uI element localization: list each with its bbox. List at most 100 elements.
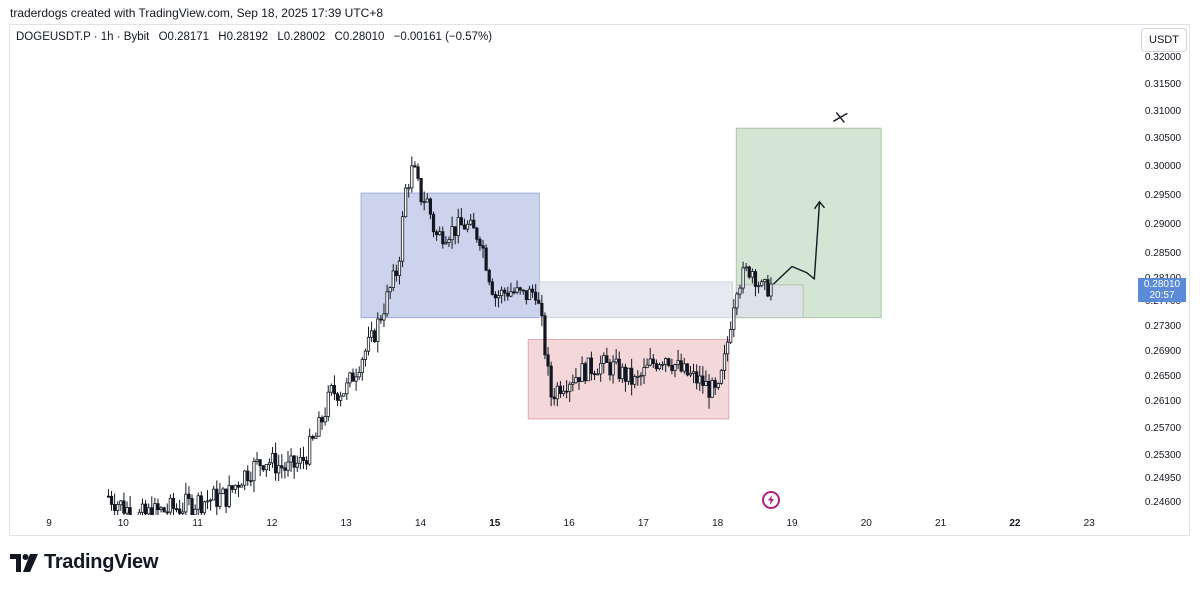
- candle-body: [676, 360, 680, 366]
- candle-body: [611, 361, 615, 376]
- candle-body: [472, 219, 476, 229]
- candle-body: [190, 498, 194, 515]
- candle-body: [382, 313, 386, 321]
- candle-body: [595, 373, 600, 376]
- projection-path: [772, 201, 821, 285]
- open-value: O0.28171: [158, 31, 210, 43]
- candle-body: [626, 367, 631, 382]
- candle-body: [577, 377, 581, 382]
- y-tick-label: 0.24950: [1144, 473, 1182, 484]
- candle-body: [329, 385, 333, 393]
- candle-body: [574, 377, 578, 384]
- candle-body: [738, 287, 742, 295]
- candle-body: [534, 291, 538, 301]
- price-chart[interactable]: [10, 25, 1136, 515]
- candle-body: [137, 511, 141, 515]
- candle-body: [369, 330, 374, 338]
- bar-countdown: 20:57: [1149, 290, 1175, 301]
- candle-body: [660, 363, 665, 366]
- candle-body: [651, 358, 655, 365]
- currency-button[interactable]: USDT: [1141, 28, 1187, 52]
- candle-body: [277, 465, 281, 474]
- candle-body: [301, 456, 306, 461]
- x-tick-label: 15: [489, 518, 501, 529]
- candle-body: [713, 380, 717, 388]
- candle-body: [769, 283, 773, 297]
- candle-body: [147, 507, 151, 515]
- y-tick-label: 0.28500: [1144, 248, 1182, 259]
- x-tick-label: 18: [712, 518, 724, 529]
- last-price-value: 0.28010: [1143, 279, 1181, 290]
- low-value: L0.28002: [277, 31, 326, 43]
- candle-body: [317, 417, 321, 437]
- candle-body: [212, 488, 216, 501]
- candle-body: [565, 390, 569, 393]
- candle-body: [459, 217, 463, 226]
- candle-body: [639, 375, 643, 378]
- candle-body: [530, 288, 535, 293]
- candle-body: [447, 239, 451, 243]
- candle-body: [419, 178, 423, 203]
- tradingview-logo-icon: [10, 553, 38, 572]
- candle-body: [205, 500, 210, 503]
- y-tick-label: 0.30500: [1144, 133, 1182, 144]
- candle-body: [140, 503, 145, 513]
- candle-body: [407, 187, 411, 190]
- candle-body: [376, 318, 380, 343]
- candle-body: [143, 503, 148, 515]
- candle-body: [636, 376, 640, 378]
- candle-body: [503, 289, 507, 294]
- candle-body: [224, 488, 228, 507]
- close-value: C0.28010: [334, 31, 385, 43]
- candle-body: [469, 219, 473, 225]
- candle-body: [589, 357, 593, 375]
- candle-body: [292, 455, 296, 468]
- candle-body: [431, 213, 436, 233]
- candle-body: [515, 287, 519, 293]
- lightning-icon[interactable]: [762, 491, 780, 509]
- y-tick-label: 0.26100: [1144, 396, 1182, 407]
- candle-body: [357, 372, 361, 378]
- candle-body: [608, 362, 612, 376]
- candle-body: [236, 484, 241, 488]
- x-tick-label: 21: [935, 518, 947, 529]
- candle-body: [716, 383, 720, 388]
- candle-body: [363, 350, 367, 360]
- x-tick-label: 12: [266, 518, 278, 529]
- candle-body: [729, 329, 733, 343]
- candle-body: [558, 385, 563, 394]
- candle-body: [766, 279, 770, 297]
- gray-box-right: [735, 284, 804, 319]
- candle-body: [221, 488, 225, 495]
- y-tick-label: 0.25300: [1144, 450, 1182, 461]
- x-tick-label: 14: [414, 518, 427, 529]
- candle-body: [555, 385, 559, 400]
- symbol-label[interactable]: DOGEUSDT.P · 1h · Bybit: [16, 31, 150, 43]
- candle-body: [518, 287, 522, 291]
- candle-body: [218, 493, 222, 507]
- x-tick-label: 9: [46, 518, 52, 529]
- candle-body: [326, 391, 330, 417]
- candle-body: [679, 360, 683, 372]
- candle-body: [756, 285, 761, 288]
- candle-body: [184, 493, 188, 513]
- candle-body: [125, 507, 129, 514]
- candle-body: [654, 363, 659, 370]
- candle-body: [308, 436, 312, 465]
- candle-body: [698, 375, 702, 384]
- candle-body: [181, 511, 185, 514]
- tradingview-logo[interactable]: TradingView: [10, 551, 158, 574]
- y-tick-label: 0.24600: [1144, 497, 1182, 508]
- x-tick-label: 11: [192, 518, 203, 529]
- candle-body: [614, 358, 618, 363]
- candle-body: [159, 507, 163, 511]
- chart-frame[interactable]: [9, 24, 1190, 536]
- candle-body: [249, 480, 253, 483]
- candle-body: [178, 508, 182, 514]
- candle-body: [735, 293, 739, 309]
- candle-body: [707, 380, 711, 398]
- candle-body: [506, 292, 510, 297]
- candle-body: [314, 435, 318, 439]
- candle-body: [400, 216, 405, 262]
- candle-body: [122, 500, 126, 514]
